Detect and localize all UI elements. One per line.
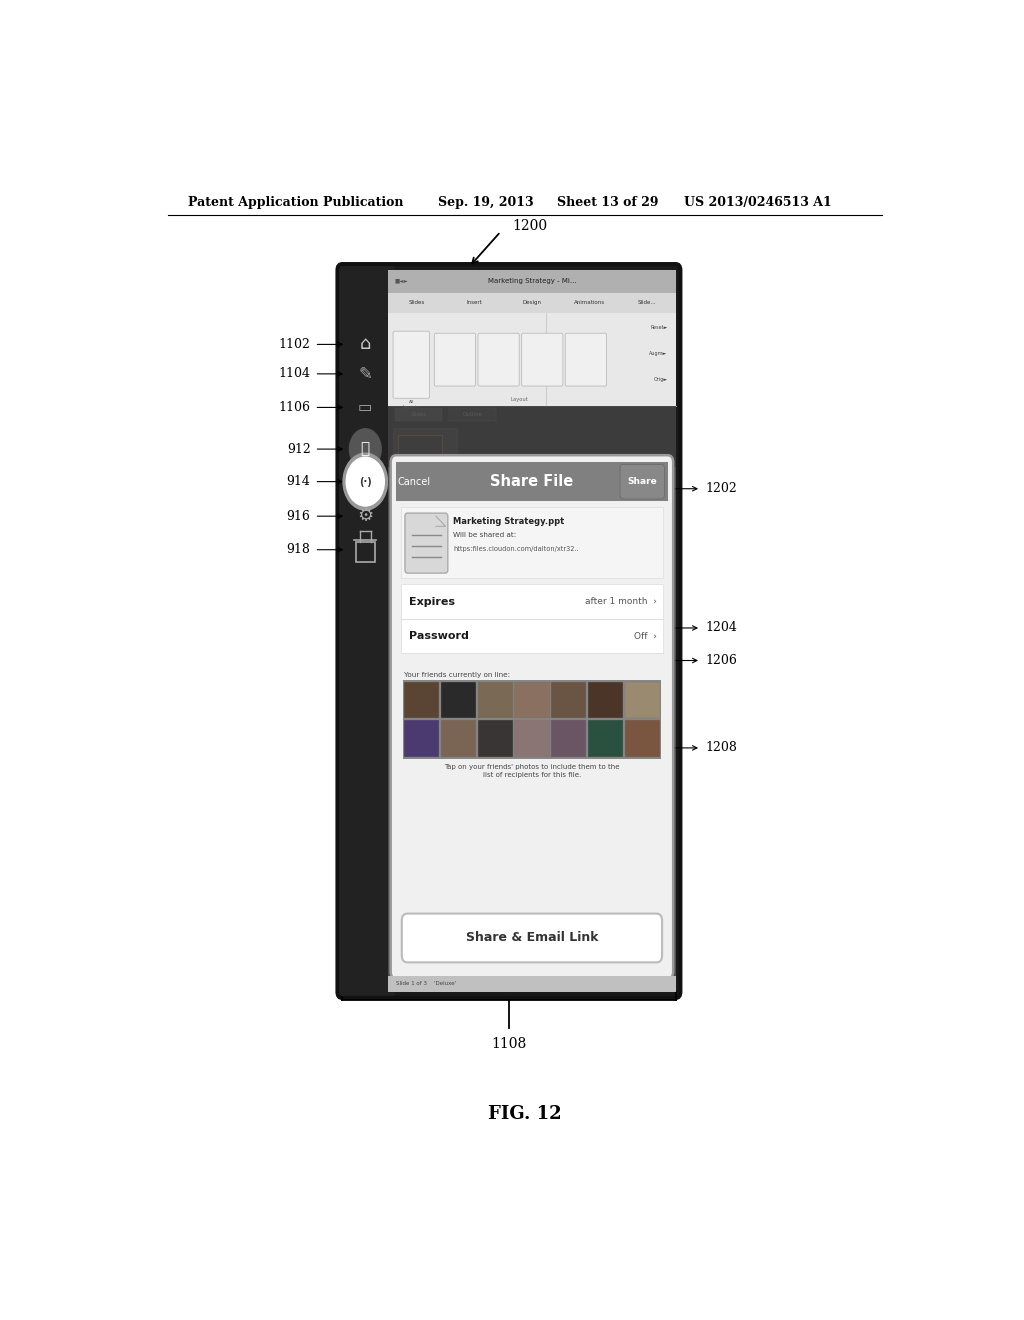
FancyBboxPatch shape (620, 465, 665, 499)
Text: (·): (·) (358, 477, 372, 487)
Text: Slide...: Slide... (638, 300, 656, 305)
Text: Insert: Insert (467, 300, 482, 305)
Text: Tap on your friends' photos to include them to the
list of recipients for this f: Tap on your friends' photos to include t… (444, 764, 620, 779)
Text: FIG. 12: FIG. 12 (488, 1105, 561, 1123)
Text: Outline: Outline (463, 412, 482, 417)
Bar (401, 507, 663, 578)
FancyBboxPatch shape (339, 267, 395, 995)
Bar (393, 428, 457, 463)
Text: 1106: 1106 (279, 401, 310, 414)
Text: US 2013/0246513 A1: US 2013/0246513 A1 (684, 195, 831, 209)
Bar (388, 407, 676, 979)
Bar (388, 293, 676, 313)
Text: Share & Email Link: Share & Email Link (466, 932, 598, 945)
Text: Animations: Animations (573, 300, 605, 305)
Circle shape (346, 457, 384, 506)
Text: Design: Design (522, 300, 542, 305)
Text: Augm►: Augm► (649, 351, 668, 356)
Text: ⓕ: ⓕ (360, 442, 370, 457)
Text: Slides: Slides (409, 300, 425, 305)
Bar (441, 721, 476, 758)
Text: Share File: Share File (490, 474, 573, 490)
Circle shape (343, 453, 387, 510)
Text: 1208: 1208 (706, 742, 737, 755)
Bar (514, 682, 550, 718)
Text: 1102: 1102 (279, 338, 310, 351)
Text: Patent Application Publication: Patent Application Publication (187, 195, 403, 209)
Bar (388, 313, 676, 407)
Text: Will be shared at:: Will be shared at: (454, 532, 517, 539)
Text: Share: Share (628, 477, 657, 486)
Text: 914: 914 (287, 475, 310, 488)
Text: 1206: 1206 (706, 653, 737, 667)
Text: Marketing Strategy - Mi...: Marketing Strategy - Mi... (487, 279, 577, 284)
Text: https:files.cloudon.com/dalton/xtr32..: https:files.cloudon.com/dalton/xtr32.. (454, 545, 580, 552)
Text: Your friends currently on line:: Your friends currently on line: (404, 672, 510, 677)
Text: Sep. 19, 2013: Sep. 19, 2013 (437, 195, 534, 209)
Bar (396, 462, 668, 500)
Text: Sheet 13 of 29: Sheet 13 of 29 (557, 195, 658, 209)
Text: ✎: ✎ (358, 364, 372, 383)
FancyBboxPatch shape (401, 913, 663, 962)
Bar (404, 682, 439, 718)
Bar (388, 407, 676, 467)
Text: Slide 1 of 3    'Deluxe': Slide 1 of 3 'Deluxe' (396, 981, 457, 986)
FancyBboxPatch shape (338, 264, 680, 998)
Bar (397, 434, 442, 457)
Text: 918: 918 (287, 544, 310, 556)
Text: 1204: 1204 (706, 622, 737, 635)
FancyBboxPatch shape (393, 331, 430, 399)
Bar (441, 682, 476, 718)
Bar (355, 541, 375, 562)
Text: Layout: Layout (510, 397, 528, 403)
Text: 912: 912 (287, 442, 310, 455)
Bar (514, 721, 550, 758)
Text: 1202: 1202 (706, 482, 737, 495)
Text: after 1 month  ›: after 1 month › (585, 597, 656, 606)
Bar (388, 975, 676, 991)
FancyBboxPatch shape (478, 333, 519, 385)
Bar (388, 271, 676, 451)
Text: ⌂: ⌂ (359, 335, 371, 354)
Text: ⚙: ⚙ (357, 507, 374, 525)
Bar (388, 271, 676, 991)
Text: ■◄►: ■◄► (394, 279, 409, 284)
Bar (394, 408, 442, 421)
Text: Slides: Slides (411, 412, 427, 417)
Text: Cancel: Cancel (397, 477, 430, 487)
Bar (404, 721, 439, 758)
Text: Marketing Strategy.ppt: Marketing Strategy.ppt (454, 517, 564, 527)
Bar (401, 619, 663, 653)
FancyBboxPatch shape (404, 513, 447, 573)
Text: Orig►: Orig► (653, 378, 668, 383)
Bar (625, 721, 659, 758)
Text: ▭: ▭ (358, 400, 373, 414)
Text: 1200: 1200 (513, 219, 548, 234)
Text: Password: Password (409, 631, 469, 642)
FancyBboxPatch shape (391, 455, 673, 978)
Bar (588, 721, 623, 758)
Bar (477, 721, 513, 758)
Bar (551, 721, 587, 758)
Bar (402, 680, 662, 759)
Bar (477, 682, 513, 718)
Text: 1104: 1104 (279, 367, 310, 380)
Bar (401, 585, 663, 619)
Text: All
Layouts: All Layouts (402, 400, 420, 409)
Text: Expires: Expires (409, 597, 455, 607)
FancyBboxPatch shape (565, 333, 606, 385)
Text: Reset►: Reset► (650, 325, 668, 330)
Text: 1108: 1108 (492, 1036, 526, 1051)
Circle shape (349, 429, 381, 470)
Bar (625, 682, 659, 718)
FancyBboxPatch shape (434, 333, 475, 385)
FancyBboxPatch shape (521, 333, 563, 385)
Bar (388, 271, 676, 293)
Bar (588, 682, 623, 718)
Bar (449, 408, 497, 421)
Text: 916: 916 (287, 510, 310, 523)
Bar (551, 682, 587, 718)
Text: Off  ›: Off › (634, 631, 656, 640)
